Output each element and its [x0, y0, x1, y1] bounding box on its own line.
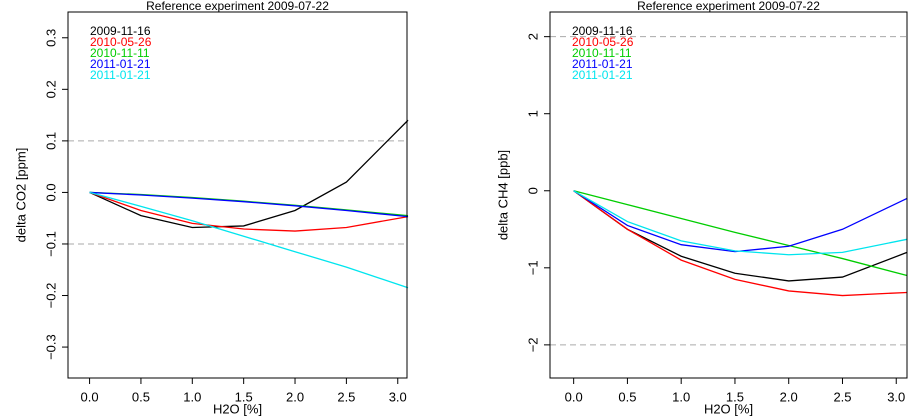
y-tick-label: 0 [525, 187, 540, 194]
y-tick-label: −2 [525, 337, 540, 352]
y-axis-label: delta CH4 [ppb] [495, 150, 510, 240]
x-axis-label: H2O [%] [213, 401, 262, 416]
y-tick-label: −0.1 [43, 231, 58, 257]
x-tick-label: 1.0 [183, 389, 201, 404]
y-tick-label: 0.0 [43, 183, 58, 201]
series-line [573, 190, 908, 277]
legend-label: 2010-05-26 [90, 35, 152, 49]
x-tick-label: 3.0 [389, 389, 407, 404]
series-line [89, 191, 409, 218]
y-tick-label: 0.3 [43, 29, 58, 47]
series-line [89, 191, 409, 232]
legend-label: 2011-01-21 [90, 68, 151, 82]
legend-label: 2011-01-21 [572, 57, 633, 71]
y-axis-label: delta CO2 [ppm] [13, 148, 28, 243]
x-tick-label: 1.5 [235, 389, 253, 404]
series-line [89, 191, 409, 289]
x-tick-label: 1.5 [726, 389, 744, 404]
x-tick-label: 2.0 [780, 389, 798, 404]
plot-frame [67, 11, 408, 379]
y-tick-label: 2 [525, 33, 540, 40]
x-tick-label: 0.0 [81, 389, 99, 404]
series-line [89, 119, 409, 229]
chart-title: Reference experiment 2009-07-22 [146, 0, 329, 13]
x-tick-label: 0.5 [132, 389, 150, 404]
y-tick-label: 1 [525, 110, 540, 117]
x-tick-label: 1.0 [672, 389, 690, 404]
legend-label: 2009-11-16 [572, 24, 633, 38]
legend-label: 2011-01-21 [572, 68, 633, 82]
series-line [573, 190, 908, 253]
legend-label: 2009-11-16 [90, 24, 151, 38]
chart-title: Reference experiment 2009-07-22 [637, 0, 820, 13]
y-tick-label: 0.2 [43, 80, 58, 98]
legend-label: 2010-05-26 [572, 35, 634, 49]
x-tick-label: 0.5 [618, 389, 636, 404]
y-tick-label: −0.2 [43, 283, 58, 309]
legend-label: 2010-11-11 [572, 46, 632, 60]
legend-label: 2011-01-21 [90, 57, 151, 71]
y-tick-label: −0.3 [43, 334, 58, 360]
series-line [573, 190, 908, 256]
series-line [573, 190, 908, 297]
y-tick-label: −1 [525, 260, 540, 275]
legend-label: 2010-11-11 [90, 46, 150, 60]
plot-frame [549, 11, 908, 379]
x-tick-label: 3.0 [887, 389, 905, 404]
y-tick-label: 0.1 [43, 132, 58, 150]
x-axis-label: H2O [%] [704, 401, 753, 416]
x-tick-label: 2.5 [833, 389, 851, 404]
x-tick-label: 2.5 [337, 389, 355, 404]
x-tick-label: 2.0 [286, 389, 304, 404]
x-tick-label: 0.0 [565, 389, 583, 404]
